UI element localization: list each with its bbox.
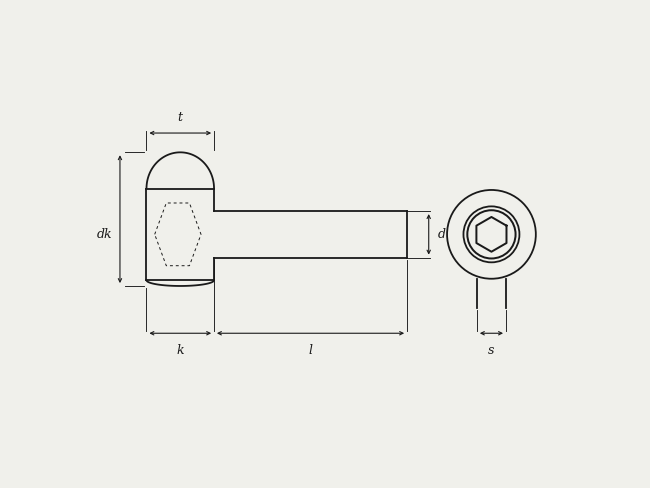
Text: t: t	[177, 111, 183, 124]
Text: s: s	[488, 344, 495, 357]
Text: l: l	[309, 344, 313, 357]
Text: k: k	[176, 344, 184, 357]
Text: dk: dk	[97, 228, 112, 241]
Text: d: d	[437, 228, 445, 241]
